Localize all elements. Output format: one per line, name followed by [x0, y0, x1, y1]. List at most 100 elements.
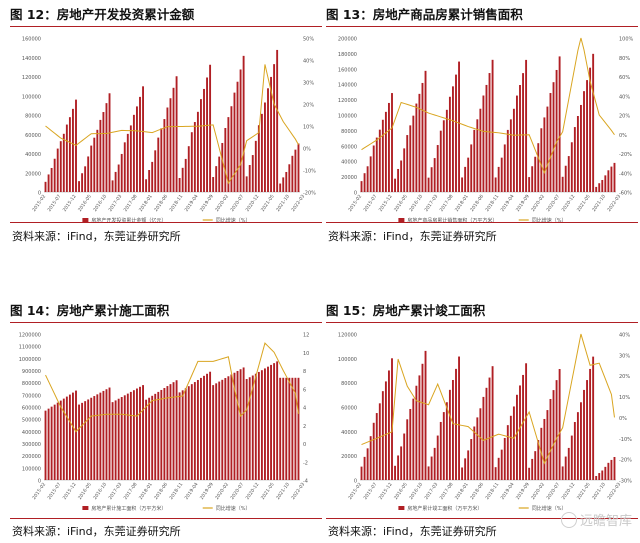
x-tick-label: 2016-05 [393, 194, 409, 213]
data-bar [142, 385, 144, 480]
data-bar [297, 143, 300, 192]
data-bar [93, 396, 96, 480]
data-bar [56, 148, 59, 192]
x-tick-label: 2018-11 [168, 194, 184, 213]
data-bar [427, 466, 430, 480]
x-tick-label: 2015-02 [347, 194, 363, 213]
data-bar [391, 93, 393, 192]
data-bar [172, 382, 175, 480]
data-bar [230, 106, 233, 192]
data-bar [415, 103, 418, 192]
data-bar [78, 404, 80, 480]
data-bar [522, 374, 524, 480]
data-bar [421, 82, 424, 192]
data-bar [497, 166, 500, 192]
data-bar [251, 375, 254, 480]
x-tick-label: 2018-01 [138, 194, 154, 213]
data-bar [500, 449, 503, 480]
data-bar [470, 144, 473, 192]
data-bar [464, 458, 467, 480]
data-bar [400, 446, 403, 480]
data-bar [56, 402, 59, 480]
data-bar [589, 368, 592, 480]
data-bar [512, 108, 515, 192]
data-bar [485, 84, 488, 192]
data-bar [93, 137, 96, 192]
chart-14: 0 100000 200000 300000 400000 500000 600000 700… [19, 333, 310, 513]
data-bar [583, 91, 585, 192]
data-bar [555, 69, 558, 192]
data-bar [218, 156, 221, 192]
y-right-tick-label: -60% [619, 191, 632, 197]
data-bar [479, 408, 482, 480]
data-bar [372, 145, 375, 192]
x-tick-label: 2016-05 [393, 482, 409, 501]
data-bar [549, 93, 552, 192]
y-left-tick-label: 700000 [22, 393, 41, 399]
data-bar [184, 158, 187, 192]
x-tick-label: 2015-02 [31, 194, 47, 213]
data-bar [476, 417, 479, 480]
data-bar [59, 141, 62, 192]
x-tick-label: 2015-07 [46, 482, 62, 501]
data-bar [44, 181, 47, 192]
data-bar [102, 390, 105, 480]
y-left-tick-label: 120000 [338, 333, 357, 339]
data-bar [546, 410, 549, 480]
y-left-tick-label: 140000 [338, 83, 357, 89]
y-right-tick-label: 10 [303, 351, 309, 357]
data-bar [394, 178, 396, 192]
data-bar [136, 106, 138, 192]
y-left-tick-label: 140000 [22, 56, 41, 62]
x-tick-label: 2019-04 [500, 194, 516, 213]
data-bar [190, 384, 193, 480]
data-bar [193, 122, 196, 192]
data-bar [424, 350, 427, 480]
data-bar [264, 102, 266, 192]
data-bar [522, 73, 524, 192]
data-bar [378, 129, 381, 192]
data-bar [491, 366, 494, 480]
data-bar [139, 96, 141, 192]
y-left-tick-label: 80000 [25, 114, 41, 120]
data-bar [512, 406, 515, 480]
data-bar [215, 383, 218, 480]
source-note: 资料来源：iFind，东莞证券研究所 [328, 230, 497, 243]
data-bar [291, 377, 294, 480]
data-bar [592, 53, 595, 193]
y-right-tick-label: 6 [303, 387, 306, 393]
y-right-tick-label: -2 [303, 460, 308, 466]
data-bar [81, 173, 84, 192]
x-tick-label: 2018-06 [153, 482, 169, 501]
data-bar [592, 356, 595, 480]
x-tick-label: 2020-07 [229, 482, 245, 501]
data-bar [132, 114, 135, 192]
y-right-tick-label: 10% [303, 125, 314, 131]
data-bar [126, 133, 129, 192]
panel-title: 图 13：房地产商品房累计销售面积 [326, 4, 638, 27]
data-bar [503, 144, 506, 192]
data-bar [558, 369, 561, 480]
y-right-tick-label: 0% [619, 133, 627, 139]
data-bar [464, 166, 467, 192]
data-bar [105, 389, 108, 480]
data-bar [433, 158, 436, 192]
data-bar [169, 98, 172, 192]
y-right-tick-label: 20% [619, 374, 630, 380]
data-bar [227, 376, 230, 480]
data-bar [267, 88, 269, 192]
data-bar [375, 137, 378, 192]
data-bar [564, 456, 567, 480]
data-bar [148, 170, 151, 192]
data-bar [230, 374, 233, 480]
y-left-tick-label: 60000 [341, 406, 357, 412]
data-bar [555, 380, 558, 480]
y-left-tick-label: 800000 [22, 381, 41, 387]
x-tick-label: 2021-10 [275, 482, 291, 501]
data-bar [65, 396, 68, 480]
x-tick-label: 2017-08 [123, 194, 139, 213]
data-bar [264, 368, 266, 480]
data-bar [151, 161, 154, 192]
data-bar [154, 150, 157, 192]
data-bar [570, 142, 573, 192]
